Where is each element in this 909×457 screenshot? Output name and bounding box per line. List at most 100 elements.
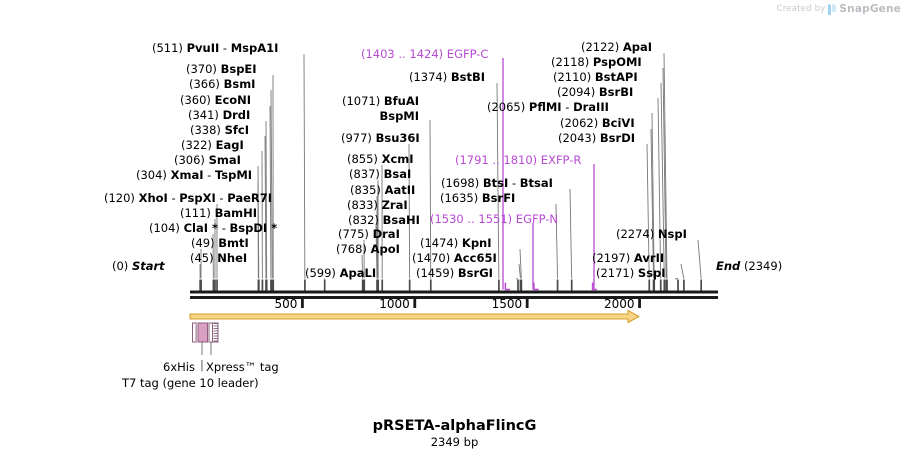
restriction-site-label[interactable]: (304) XmaI - TspMI bbox=[136, 169, 252, 181]
ruler-tick-label: 2000 bbox=[604, 297, 635, 311]
restriction-site-mark bbox=[214, 279, 216, 291]
enzyme-separator: - bbox=[219, 41, 231, 55]
restriction-site-mark bbox=[361, 279, 364, 291]
restriction-site-label[interactable]: (1374) BstBI bbox=[409, 71, 485, 83]
restriction-site-label[interactable]: (599) ApaLI bbox=[305, 267, 376, 279]
restriction-site-label[interactable]: (775) DraI bbox=[338, 228, 400, 240]
restriction-site-label[interactable]: (2062) BciVI bbox=[560, 117, 635, 129]
feature-tag-label[interactable]: 6xHis bbox=[163, 360, 195, 374]
plasmid-backbone bbox=[190, 290, 718, 299]
restriction-site-label[interactable]: (2065) PflMI - DraIII bbox=[487, 101, 609, 113]
restriction-site-label[interactable]: (2197) AvrII bbox=[592, 252, 664, 264]
restriction-site-label[interactable]: (366) BsmI bbox=[189, 78, 255, 90]
restriction-site-mark bbox=[381, 279, 384, 291]
leader-lines-group bbox=[199, 52, 703, 291]
restriction-site-label[interactable]: (855) XcmI bbox=[347, 153, 414, 165]
restriction-site-label[interactable]: (1698) BtsI - BtsaI bbox=[441, 177, 553, 189]
site-position: (1071) bbox=[342, 94, 381, 108]
primer-label[interactable]: (1791 .. 1810) EXFP-R bbox=[455, 154, 581, 166]
watermark-prefix: Created by bbox=[776, 4, 826, 14]
site-position: (1470) bbox=[412, 251, 451, 265]
restriction-site-mark bbox=[257, 279, 260, 291]
restriction-site-label[interactable]: (2094) BsrBI bbox=[557, 86, 633, 98]
enzyme-name: BsrGI bbox=[457, 266, 493, 280]
restriction-site-label[interactable]: (45) NheI bbox=[190, 252, 247, 264]
leader-line bbox=[657, 97, 662, 279]
site-position: (2094) bbox=[557, 85, 596, 99]
restriction-site-label[interactable]: (1071) BfuAI BspMI bbox=[342, 94, 419, 124]
restriction-site-label[interactable]: (338) SfcI bbox=[190, 124, 249, 136]
leader-line bbox=[518, 263, 521, 279]
restriction-site-label[interactable]: (1470) Acc65I bbox=[412, 252, 497, 264]
enzyme-name: BciVI bbox=[601, 116, 635, 130]
primer-label[interactable]: (1403 .. 1424) EGFP-C bbox=[361, 48, 488, 60]
restriction-site-label[interactable]: (2110) BstAPI bbox=[553, 71, 638, 83]
feature-tag-label[interactable]: T7 tag (gene 10 leader) bbox=[122, 376, 259, 390]
primer-label[interactable]: (1530 .. 1551) EGFP-N bbox=[430, 213, 558, 225]
restriction-site-mark bbox=[659, 279, 662, 291]
restriction-site-mark bbox=[498, 279, 500, 291]
feature-tag-label[interactable]: Xpress™ tag bbox=[206, 360, 279, 374]
restriction-site-mark bbox=[519, 279, 522, 291]
restriction-site-label[interactable]: (2122) ApaI bbox=[581, 41, 652, 53]
restriction-site-mark bbox=[271, 279, 274, 291]
site-position: (2274) bbox=[616, 227, 655, 241]
restriction-site-label[interactable]: (322) EagI bbox=[181, 139, 244, 151]
enzyme-name: BsaHI bbox=[382, 213, 420, 227]
restriction-site-mark bbox=[216, 279, 218, 291]
restriction-site-label[interactable]: (2274) NspI bbox=[616, 228, 687, 240]
site-position: (833) bbox=[347, 198, 378, 212]
restriction-site-label[interactable]: (2171) SspI bbox=[596, 267, 666, 279]
restriction-site-label[interactable]: (370) BspEI bbox=[186, 63, 257, 75]
enzyme-name: BsmI bbox=[223, 77, 256, 91]
restriction-site-label[interactable]: (977) Bsu36I bbox=[341, 132, 420, 144]
leader-line bbox=[515, 278, 519, 280]
restriction-site-label[interactable]: (49) BmtI bbox=[191, 237, 249, 249]
restriction-site-label[interactable]: (833) ZraI bbox=[347, 199, 408, 211]
enzyme-name: BtsaI bbox=[519, 176, 553, 190]
site-position: (49) bbox=[191, 236, 215, 250]
leader-line bbox=[663, 52, 668, 279]
restriction-site-label[interactable]: (360) EcoNI bbox=[180, 94, 251, 106]
site-position: (2043) bbox=[558, 131, 597, 145]
restriction-site-label[interactable]: (2043) BsrDI bbox=[558, 132, 635, 144]
restriction-site-mark bbox=[363, 279, 366, 291]
leader-line bbox=[662, 67, 667, 279]
restriction-site-label[interactable]: (832) BsaHI bbox=[348, 214, 420, 226]
restriction-site-mark bbox=[377, 279, 380, 291]
restriction-site-label[interactable]: (511) PvuII - MspA1I bbox=[152, 42, 278, 54]
enzyme-separator: - bbox=[561, 100, 574, 114]
restriction-site-label[interactable]: (341) DrdI bbox=[188, 109, 250, 121]
ruler-tick bbox=[638, 299, 641, 308]
restriction-site-label[interactable]: (120) XhoI - PspXI - PaeR7I bbox=[104, 192, 272, 204]
restriction-site-label[interactable]: (2118) PspOMI bbox=[551, 56, 642, 68]
site-position: (338) bbox=[190, 123, 221, 137]
restriction-site-label[interactable]: (1474) KpnI bbox=[420, 237, 492, 249]
enzyme-name: BsaI bbox=[383, 167, 412, 181]
restriction-site-label[interactable]: (837) BsaI bbox=[349, 168, 411, 180]
primer-range: (1791 .. 1810) bbox=[455, 153, 538, 167]
restriction-site-mark bbox=[556, 279, 559, 291]
restriction-site-label[interactable]: (835) AatII bbox=[350, 184, 415, 196]
restriction-site-label[interactable]: (1635) BsrFI bbox=[440, 192, 515, 204]
enzyme-name: ApoI bbox=[370, 242, 400, 256]
enzyme-name: EagI bbox=[215, 138, 244, 152]
restriction-site-mark bbox=[304, 279, 306, 291]
orf-feature-arrow bbox=[189, 309, 640, 324]
enzyme-name: Acc65I bbox=[453, 251, 497, 265]
enzyme-name: BspDI * bbox=[229, 221, 278, 235]
restriction-site-label[interactable]: (104) ClaI * - BspDI * bbox=[149, 222, 277, 234]
enzyme-name: Bsu36I bbox=[375, 131, 420, 145]
primer-lines-group bbox=[502, 58, 597, 291]
restriction-site-mark bbox=[520, 279, 523, 291]
enzyme-name: PflMI bbox=[528, 100, 562, 114]
leader-line bbox=[660, 82, 665, 279]
restriction-site-label[interactable]: (1459) BsrGI bbox=[416, 267, 493, 279]
restriction-site-mark bbox=[200, 279, 202, 291]
restriction-site-label[interactable]: (306) SmaI bbox=[174, 154, 241, 166]
restriction-site-label[interactable]: (768) ApoI bbox=[336, 243, 400, 255]
primer-name: EGFP-N bbox=[515, 212, 559, 226]
leader-line bbox=[680, 263, 685, 279]
restriction-site-label[interactable]: (111) BamHI bbox=[180, 207, 257, 219]
tag-separator-icon: | bbox=[200, 358, 204, 372]
